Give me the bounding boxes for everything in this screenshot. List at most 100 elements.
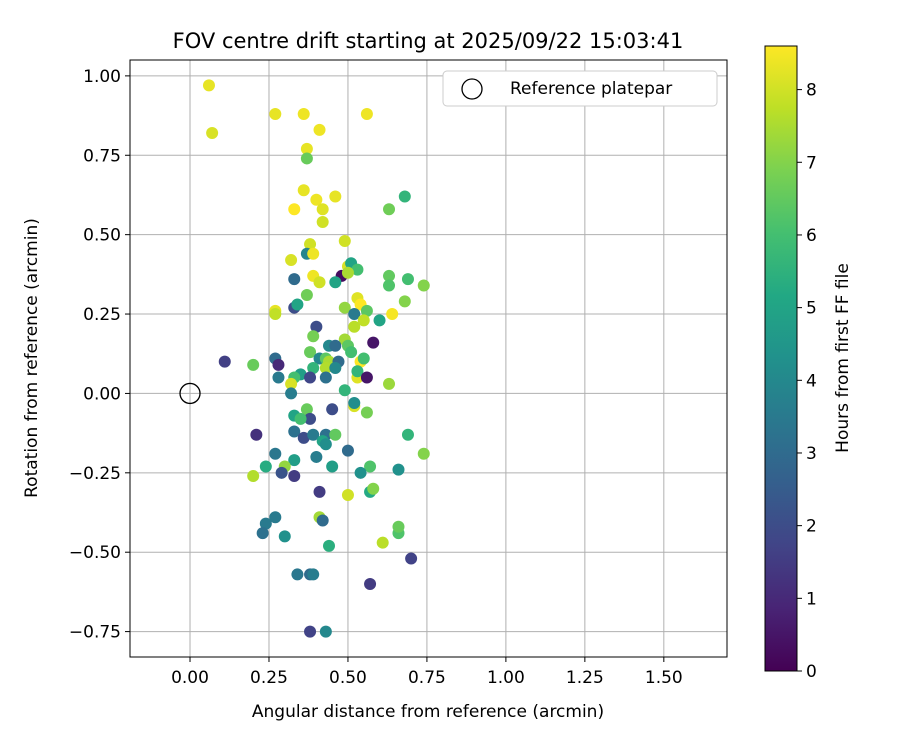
x-tick-label: 1.00 xyxy=(487,668,525,688)
colorbar-tick-label: 6 xyxy=(806,226,817,246)
data-point xyxy=(417,447,430,460)
data-point xyxy=(300,403,313,416)
data-point xyxy=(269,308,282,321)
data-point xyxy=(367,482,380,495)
data-point xyxy=(360,406,373,419)
data-point xyxy=(275,466,288,479)
data-point xyxy=(307,247,320,260)
x-axis-label: Angular distance from reference (arcmin) xyxy=(252,702,604,722)
data-point xyxy=(269,107,282,120)
colorbar-tick-label: 1 xyxy=(806,589,817,609)
data-point xyxy=(307,362,320,375)
data-point xyxy=(313,276,326,289)
data-point xyxy=(351,365,364,378)
colorbar-tick-label: 7 xyxy=(806,153,817,173)
data-point xyxy=(291,298,304,311)
data-point xyxy=(300,288,313,301)
data-point xyxy=(288,425,301,438)
data-point xyxy=(398,295,411,308)
data-point xyxy=(373,314,386,327)
colorbar-tick-label: 0 xyxy=(806,662,817,682)
y-tick-label: 0.75 xyxy=(83,146,121,166)
data-point xyxy=(348,320,361,333)
data-point xyxy=(247,358,260,371)
chart-title: FOV centre drift starting at 2025/09/22 … xyxy=(173,29,684,53)
data-point xyxy=(383,269,396,282)
legend-label: Reference platepar xyxy=(510,79,672,99)
colorbar-tick-label: 4 xyxy=(806,371,817,391)
data-point xyxy=(386,308,399,321)
data-point xyxy=(313,123,326,136)
data-points xyxy=(202,79,430,638)
data-point xyxy=(319,438,332,451)
data-point xyxy=(291,568,304,581)
data-point xyxy=(329,190,342,203)
data-point xyxy=(329,362,342,375)
data-point xyxy=(218,355,231,368)
colorbar-label: Hours from first FF file xyxy=(833,263,853,453)
y-tick-label: 1.00 xyxy=(83,67,121,87)
data-point xyxy=(341,266,354,279)
plot-frame xyxy=(129,59,728,658)
data-point xyxy=(357,314,370,327)
data-point xyxy=(383,203,396,216)
x-tick-label: 0.25 xyxy=(250,668,288,688)
data-point xyxy=(272,371,285,384)
data-point xyxy=(329,339,342,352)
data-point xyxy=(401,273,414,286)
colorbar-tick-label: 3 xyxy=(806,444,817,464)
x-axis-ticks: 0.00 0.25 0.50 0.75 1.00 1.25 1.50 xyxy=(171,657,683,688)
colorbar-tick-label: 2 xyxy=(806,517,817,537)
x-tick-label: 0.75 xyxy=(408,668,446,688)
colorbar-ticks: 0 1 2 3 4 5 6 7 8 xyxy=(797,81,817,682)
grid-lines xyxy=(130,60,727,657)
y-tick-label: −0.50 xyxy=(69,543,121,563)
y-axis-ticks: −0.75 −0.50 −0.25 0.00 0.25 0.50 0.75 1.00 xyxy=(69,67,130,643)
data-point xyxy=(354,466,367,479)
data-point xyxy=(401,428,414,441)
colorbar-tick-label: 8 xyxy=(806,81,817,101)
y-tick-label: −0.25 xyxy=(69,464,121,484)
data-point xyxy=(329,276,342,289)
x-tick-label: 0.50 xyxy=(329,668,367,688)
legend-box xyxy=(442,70,718,107)
data-point xyxy=(310,450,323,463)
legend-reference-marker xyxy=(461,78,483,100)
data-point xyxy=(294,412,307,425)
data-point xyxy=(304,371,317,384)
data-point xyxy=(288,273,301,286)
data-point xyxy=(338,384,351,397)
y-tick-label: 0.25 xyxy=(83,305,121,325)
x-tick-label: 1.25 xyxy=(566,668,604,688)
data-point xyxy=(392,463,405,476)
data-point xyxy=(259,517,272,530)
colorbar xyxy=(764,45,798,672)
data-point xyxy=(405,552,418,565)
data-point xyxy=(351,263,364,276)
data-point xyxy=(288,203,301,216)
data-point xyxy=(323,539,335,552)
data-point xyxy=(319,625,332,638)
data-point xyxy=(310,320,323,333)
data-point xyxy=(202,79,215,92)
data-point xyxy=(250,428,263,441)
data-point xyxy=(272,358,285,371)
data-point xyxy=(360,304,373,317)
data-point xyxy=(300,142,313,155)
data-point xyxy=(345,346,358,359)
data-point xyxy=(259,460,272,473)
data-point xyxy=(364,460,377,473)
data-point xyxy=(338,301,351,314)
y-tick-label: 0.50 xyxy=(83,226,121,246)
data-point xyxy=(297,107,310,120)
data-point xyxy=(206,127,219,140)
data-point xyxy=(316,514,329,527)
data-point xyxy=(288,469,301,482)
data-point xyxy=(364,577,377,590)
data-point xyxy=(360,371,373,384)
data-point xyxy=(304,346,317,359)
data-point xyxy=(367,336,380,349)
data-point xyxy=(341,444,354,457)
data-point xyxy=(269,511,282,524)
